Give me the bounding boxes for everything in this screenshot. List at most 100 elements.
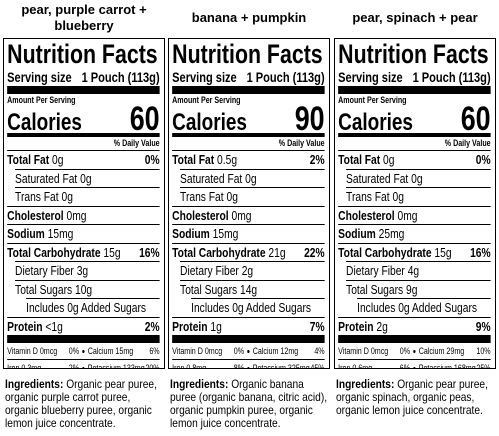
vitamin-dv: 6% xyxy=(149,346,160,356)
label-title: Nutrition Facts xyxy=(172,39,323,69)
vitamin-name-amount: Potassium 168mg xyxy=(419,360,476,369)
separator-dot xyxy=(247,366,250,368)
amount-per-serving: Amount Per Serving xyxy=(7,95,76,105)
nutrient-amount: 3g xyxy=(76,263,89,278)
vitamin: Vitamin D 0mcg 0% xyxy=(7,343,79,359)
vitamin-dv: 6% xyxy=(399,363,411,369)
nutrient-row: Saturated Fat 0g xyxy=(180,168,325,188)
nutrient: Protein 1g xyxy=(172,318,222,336)
nutrient-label: Dietary Fiber xyxy=(180,263,239,278)
nutrient: Saturated Fat 0g xyxy=(346,170,423,188)
nutrient-row: Total Sugars 9g xyxy=(346,279,491,299)
ingredients-label: Ingredients: xyxy=(336,377,395,391)
vitamin-amount: 29mg xyxy=(446,346,465,356)
nutrient-row: Cholesterol 0mg xyxy=(172,205,325,225)
nutrient-dv: 2% xyxy=(144,318,160,334)
calories: Calories 90 xyxy=(172,102,325,137)
vitamin: Iron 0.6mg 6% xyxy=(338,360,411,369)
label-inner: Nutrition Facts Serving size 1 Pouch (113g… xyxy=(4,39,163,369)
nutrient-amount: 0g xyxy=(411,170,423,186)
nutrient-row: Total Fat 0g 0% xyxy=(338,150,491,169)
nutrient-amount: 2g xyxy=(241,263,254,278)
serving-size-label: Serving size xyxy=(7,69,72,85)
vitamin-name: Iron xyxy=(338,363,351,369)
nutrient-label: Trans Fat xyxy=(346,189,390,204)
serving-size-value: 1 Pouch (113g) xyxy=(412,69,491,85)
nutrient: Includes 0g Added Sugars xyxy=(357,299,477,317)
nutrition-label: Nutrition Facts Serving size 1 Pouch (113g… xyxy=(3,38,165,369)
vitamin-name: Vitamin D xyxy=(338,346,369,356)
label-title: Nutrition Facts xyxy=(7,39,158,69)
vitamin: Calcium 12mg 4% xyxy=(253,343,325,359)
vitamin-amount: 15mg xyxy=(115,346,134,356)
vitamin-name: Vitamin D xyxy=(7,346,38,356)
nutrient-row: Protein 2g 9% xyxy=(338,316,491,343)
nutrient-amount: 0g xyxy=(245,170,257,186)
nutrient-row: Total Fat 0.5g 2% xyxy=(172,150,325,169)
nutrient-amount: 15mg xyxy=(212,226,239,241)
vitamin-name-amount: Vitamin D 0mcg xyxy=(7,343,57,359)
nutrient-amount: 0mg xyxy=(397,207,418,223)
serving-size-value: 1 Pouch (113g) xyxy=(81,69,160,85)
nutrient-row: Total Sugars 14g xyxy=(180,279,325,299)
vitamin: Calcium 15mg 6% xyxy=(88,343,160,359)
nutrient-label: Protein xyxy=(172,318,208,334)
nutrient-row: Protein 1g 7% xyxy=(172,316,325,343)
vitamin-amount: 168mg xyxy=(453,363,476,369)
ingredients-text: Organic banana puree (organic banana, ci… xyxy=(170,377,328,430)
vitamin-dv: 4% xyxy=(314,346,325,356)
nutrient: Saturated Fat 0g xyxy=(15,170,92,188)
nutrient-amount: 4g xyxy=(407,263,420,278)
nutrient-amount: 0g xyxy=(392,189,404,204)
nutrient: Dietary Fiber 4g xyxy=(346,262,419,280)
nutrient-row: Sodium 15mg xyxy=(7,224,160,243)
nutrient-amount: 0g xyxy=(52,152,64,167)
vitamin-amount: 0.8mg xyxy=(186,363,207,369)
vitamin-dv: 0% xyxy=(68,346,80,356)
nutrient-dv: 0% xyxy=(144,152,160,167)
vitamin-name-amount: Calcium 29mg xyxy=(419,343,464,359)
nutrient: Total Carbohydrate 15g xyxy=(7,244,120,262)
nutrient: Total Fat 0g xyxy=(338,151,394,169)
vitamin-amount: 0mcg xyxy=(370,346,389,356)
nutrient: Dietary Fiber 2g xyxy=(180,262,253,280)
calories-label: Calories xyxy=(172,109,247,136)
vitamin-dv: 20% xyxy=(145,363,160,369)
nutrient-label: Total Sugars xyxy=(346,281,404,297)
nutrient-label: Total Carbohydrate xyxy=(172,244,266,260)
separator-dot xyxy=(413,366,416,368)
nutrient: Total Carbohydrate 21g xyxy=(172,244,285,262)
nutrient-dv: 22% xyxy=(304,244,325,260)
nutrient: Trans Fat 0g xyxy=(346,188,404,206)
vitamin-name: Potassium xyxy=(252,363,286,369)
vitamin-name-amount: Potassium 133mg xyxy=(88,360,145,368)
vitamin-amount: 12mg xyxy=(280,346,299,356)
vitamin-dv: 45% xyxy=(310,363,325,369)
separator-dot xyxy=(82,366,85,368)
vitamin-name-amount: Calcium 12mg xyxy=(253,343,298,359)
nutrient-label: Total Fat xyxy=(172,152,215,167)
nutrient-label: Total Fat xyxy=(338,152,381,167)
nutrient-amount: 0g xyxy=(383,152,395,167)
ingredients: Ingredients: Organic banana puree (organ… xyxy=(170,378,330,430)
product-name: pear, spinach + pear xyxy=(352,10,478,25)
nutrient-amount: 0g xyxy=(226,189,238,204)
nutrient-label: Sodium xyxy=(7,226,45,241)
daily-value-header: % Daily Value xyxy=(113,138,160,148)
nutrient-label: Trans Fat xyxy=(15,189,59,204)
nutrient: Saturated Fat 0g xyxy=(180,170,257,188)
nutrient-row: Trans Fat 0g xyxy=(180,187,325,206)
nutrient: Includes 0g Added Sugars xyxy=(191,299,311,317)
nutrient-amount: 15g xyxy=(103,244,121,260)
vitamin-amount: 0mcg xyxy=(39,346,58,356)
nutrient-label: Total Carbohydrate xyxy=(7,244,101,260)
nutrient-row: Dietary Fiber 3g xyxy=(15,261,160,280)
vitamin-name-amount: Iron 0.6mg xyxy=(338,360,372,369)
product-name-box: pear, purple carrot + blueberry xyxy=(3,0,165,36)
vitamin-name-amount: Vitamin D 0mcg xyxy=(338,343,388,359)
nutrient: Total Sugars 14g xyxy=(180,281,257,299)
vitamin-name: Iron xyxy=(7,363,20,369)
vitamin-row: Iron 0.8mg 8% Potassium 325mg 45% xyxy=(172,359,325,369)
serving-size-label: Serving size xyxy=(172,69,237,85)
